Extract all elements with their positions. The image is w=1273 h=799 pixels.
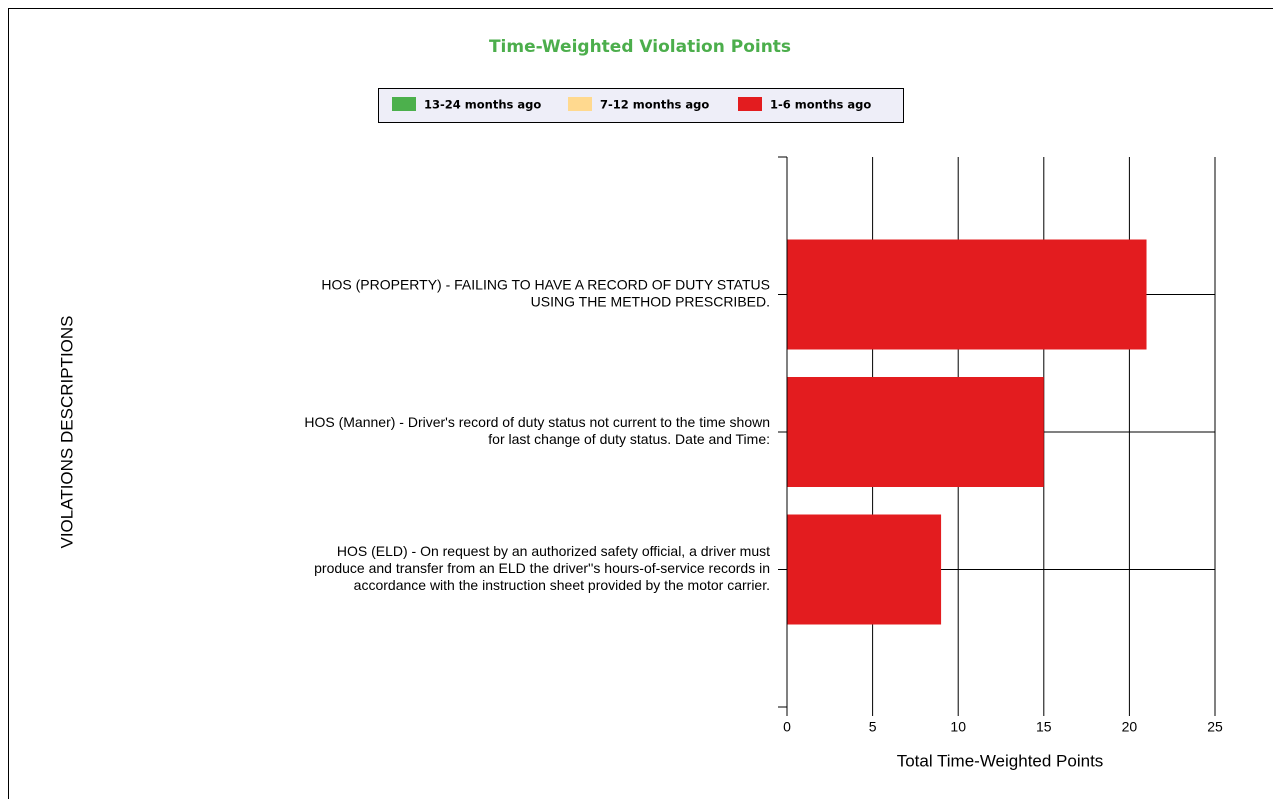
x-axis-label: Total Time-Weighted Points: [897, 751, 1104, 770]
bar: [787, 514, 942, 625]
legend-swatch: [392, 97, 416, 111]
frame: [8, 8, 1273, 799]
chart-title: Time-Weighted Violation Points: [489, 37, 791, 57]
y-tick-label: produce and transfer from an ELD the dri…: [314, 560, 770, 576]
x-tick-label: 25: [1207, 719, 1223, 735]
legend-label: 1-6 months ago: [770, 98, 871, 112]
y-tick-label: HOS (PROPERTY) - FAILING TO HAVE A RECOR…: [321, 277, 770, 293]
bar: [787, 377, 1044, 487]
legend-swatch: [738, 97, 762, 111]
x-tick-label: 10: [950, 719, 966, 735]
x-tick-label: 15: [1036, 719, 1052, 735]
y-tick-label: HOS (ELD) - On request by an authorized …: [337, 543, 770, 559]
x-tick-label: 0: [783, 719, 791, 735]
y-tick-label: for last change of duty status. Date and…: [488, 431, 770, 447]
y-tick-label: USING THE METHOD PRESCRIBED.: [531, 294, 770, 310]
legend: [378, 88, 904, 123]
bar: [787, 239, 1147, 350]
legend-label: 7-12 months ago: [600, 98, 709, 112]
x-tick-label: 5: [869, 719, 877, 735]
legend-label: 13-24 months ago: [424, 98, 541, 112]
legend-swatch: [568, 97, 592, 111]
y-tick-label: HOS (Manner) - Driver's record of duty s…: [304, 414, 770, 430]
y-axis-label: VIOLATIONS DESCRIPTIONS: [57, 315, 76, 548]
x-tick-label: 20: [1122, 719, 1138, 735]
y-tick-label: accordance with the instruction sheet pr…: [354, 577, 770, 593]
